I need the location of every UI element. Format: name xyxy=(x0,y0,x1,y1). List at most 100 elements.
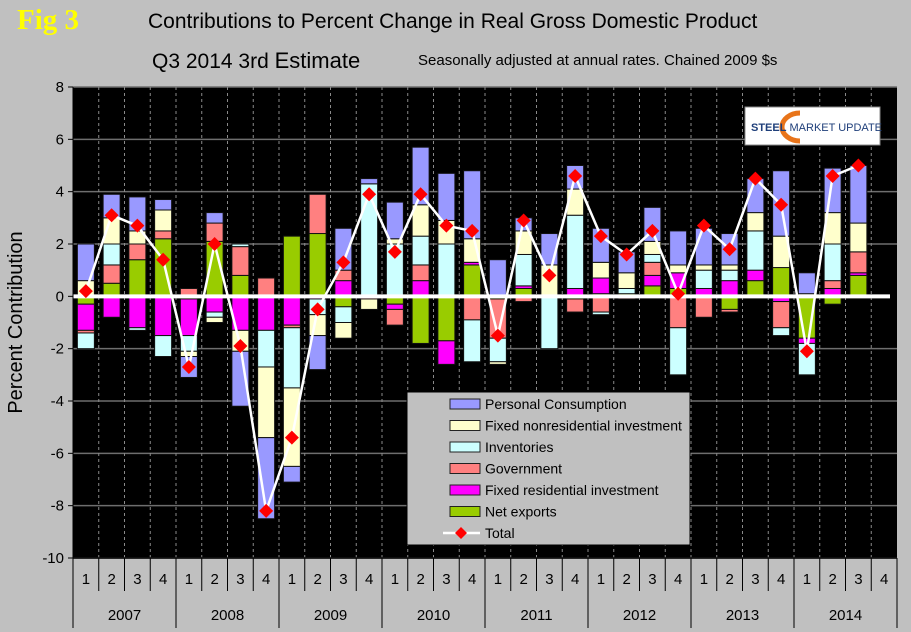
bar-segment-government xyxy=(463,295,482,321)
bar-segment-fixed-nonres xyxy=(154,209,173,232)
steel-market-update-logo: STEEL MARKET UPDATE xyxy=(744,106,882,146)
x-tick-label-quarter: 3 xyxy=(133,571,141,588)
total-marker xyxy=(619,247,634,262)
x-tick-label-quarter: 1 xyxy=(288,571,296,588)
bar-segment-personal-consumption xyxy=(282,465,301,483)
bar-segment-personal-consumption xyxy=(797,272,816,295)
total-series xyxy=(78,158,866,518)
x-year-label: 2012 xyxy=(623,607,656,624)
bar-segment-inventories xyxy=(231,243,250,248)
bar-segment-fixed-nonres xyxy=(360,298,379,310)
legend: Personal Consumption Fixed nonresidential… xyxy=(406,391,691,546)
y-tick-label: -4 xyxy=(51,393,64,410)
total-marker xyxy=(310,302,325,317)
bar-segment-net-exports xyxy=(411,295,430,344)
bar-segment-inventories xyxy=(257,329,276,368)
bar-segment-fixed-nonres xyxy=(849,222,868,253)
x-year-label: 2007 xyxy=(108,607,141,624)
bar-segment-fixed-res xyxy=(720,280,739,297)
bar-segment-inventories xyxy=(514,253,533,287)
bar-segment-government xyxy=(102,264,121,284)
bar-segment-net-exports xyxy=(849,274,868,297)
total-marker xyxy=(104,208,119,223)
bar-segment-net-exports xyxy=(308,233,327,297)
total-marker xyxy=(825,168,840,183)
chart-subtitle: Q3 2014 3rd Estimate xyxy=(152,48,360,74)
total-marker xyxy=(696,218,711,233)
bar-segment-fixed-res xyxy=(334,280,353,297)
bar-segment-personal-consumption xyxy=(669,230,688,266)
x-tick-label-quarter: 2 xyxy=(519,571,527,588)
legend-label: Fixed residential investment xyxy=(485,482,659,498)
x-tick-label-quarter: 4 xyxy=(262,571,270,588)
x-tick-label-quarter: 4 xyxy=(777,571,785,588)
bar-segment-inventories xyxy=(772,327,791,337)
x-tick-label-quarter: 2 xyxy=(622,571,630,588)
x-tick-label-quarter: 1 xyxy=(185,571,193,588)
bar-segment-net-exports xyxy=(463,264,482,297)
total-marker xyxy=(130,218,145,233)
total-marker xyxy=(362,187,377,202)
legend-label: Personal Consumption xyxy=(485,396,627,412)
bar-segment-inventories xyxy=(411,235,430,266)
bar-segment-personal-consumption xyxy=(154,199,173,211)
legend-label: Inventories xyxy=(485,439,553,455)
bar-segment-personal-consumption xyxy=(463,170,482,240)
bar-segment-fixed-res xyxy=(385,303,404,310)
x-tick-label-quarter: 3 xyxy=(854,571,862,588)
bar-segment-government xyxy=(231,246,250,276)
bar-segment-inventories xyxy=(463,319,482,363)
bar-segment-net-exports xyxy=(437,295,456,342)
bar-segment-fixed-res xyxy=(154,295,173,337)
bar-segment-inventories xyxy=(282,327,301,389)
bar-segment-net-exports xyxy=(746,280,765,297)
total-marker xyxy=(207,237,222,251)
legend-label: Fixed nonresidential investment xyxy=(485,418,682,434)
x-tick-label-quarter: 4 xyxy=(674,571,682,588)
bar-segment-government xyxy=(411,264,430,282)
total-marker xyxy=(78,284,93,299)
bar-segment-net-exports xyxy=(772,267,791,297)
bar-segment-fixed-res xyxy=(179,298,198,337)
bar-segment-government xyxy=(643,261,662,276)
bar-segment-government xyxy=(257,277,276,297)
bar-segment-fixed-nonres xyxy=(746,212,765,232)
y-axis-title: Percent Contribution xyxy=(5,231,27,413)
bar-segment-fixed-res xyxy=(643,274,662,287)
y-tick-label: 8 xyxy=(56,79,64,96)
bar-segment-fixed-res xyxy=(102,295,121,318)
total-marker xyxy=(774,197,789,212)
bar-segment-government xyxy=(849,251,868,274)
bar-segment-government xyxy=(772,301,791,329)
bar-segment-government xyxy=(308,193,327,235)
x-tick-label-quarter: 4 xyxy=(880,571,888,588)
bar-segment-fixed-nonres xyxy=(617,272,636,289)
bar-segment-fixed-nonres xyxy=(694,264,713,271)
bar-segment-fixed-res xyxy=(128,295,147,329)
bar-segment-inventories xyxy=(437,243,456,297)
total-marker xyxy=(516,213,531,228)
bar-segment-fixed-res xyxy=(205,295,224,313)
y-tick-label: -2 xyxy=(51,341,64,358)
bar-segment-government xyxy=(720,308,739,313)
bar-segment-personal-consumption xyxy=(437,172,456,221)
total-marker xyxy=(490,328,505,343)
bar-segment-fixed-res xyxy=(591,277,610,295)
bar-segment-fixed-res xyxy=(797,337,816,344)
bar-segment-government xyxy=(694,295,713,318)
bar-segment-fixed-res xyxy=(411,280,430,297)
legend-swatch-total-marker xyxy=(455,527,467,539)
bar-segment-inventories xyxy=(746,230,765,271)
total-marker xyxy=(233,339,248,354)
total-marker xyxy=(542,268,557,283)
subtitle-emphasis: Estimate xyxy=(274,48,361,73)
chart-title: Contributions to Percent Change in Real … xyxy=(148,10,758,33)
bar-segment-government xyxy=(154,230,173,240)
total-marker xyxy=(156,252,171,267)
bar-segment-government xyxy=(385,308,404,326)
x-year-label: 2008 xyxy=(211,607,244,624)
x-tick-label-quarter: 1 xyxy=(803,571,811,588)
x-tick-label-quarter: 2 xyxy=(828,571,836,588)
x-tick-label-quarter: 2 xyxy=(725,571,733,588)
